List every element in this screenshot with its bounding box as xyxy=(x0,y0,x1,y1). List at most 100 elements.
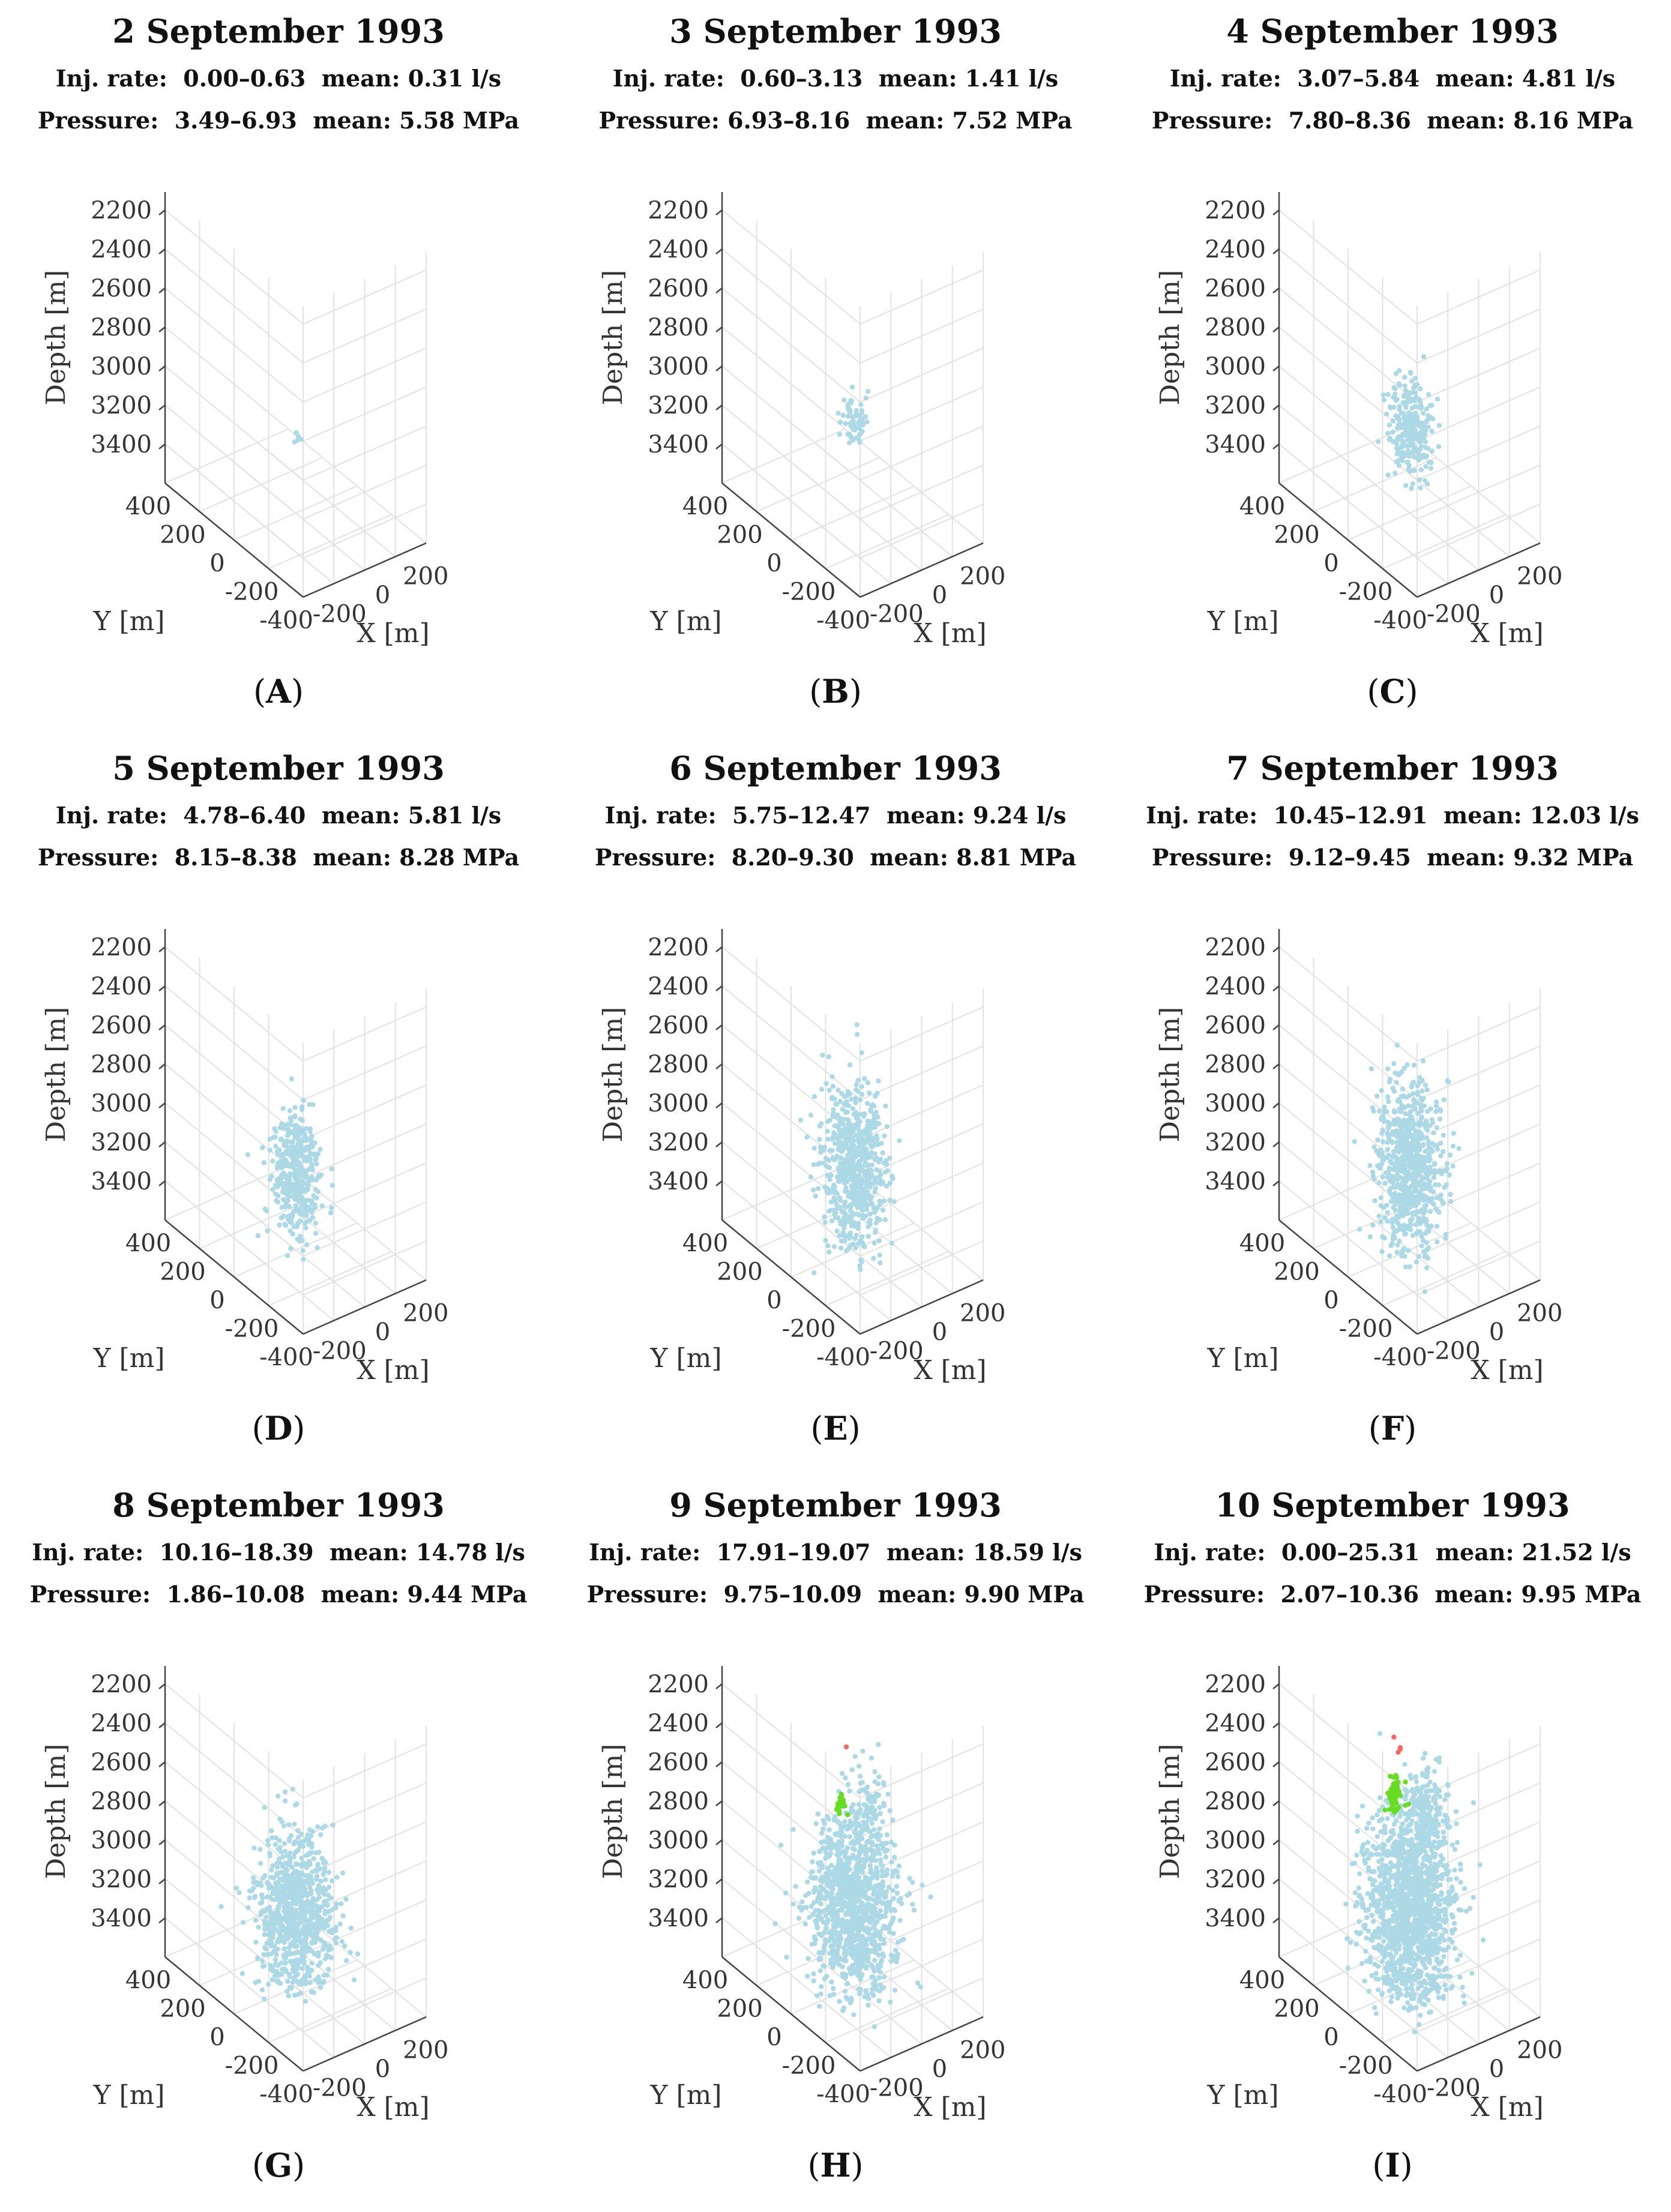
scatter-point xyxy=(278,1924,283,1929)
scatter-point xyxy=(304,1219,310,1225)
scatter-point xyxy=(878,1260,883,1266)
scatter-point xyxy=(292,1114,298,1120)
scatter-point xyxy=(262,1926,268,1932)
scatter-point xyxy=(1428,1185,1433,1190)
scatter-point xyxy=(1391,1204,1396,1210)
y-tick-label: 400 xyxy=(682,1967,728,1994)
scatter-point xyxy=(1412,390,1418,395)
scatter-point xyxy=(874,1167,879,1173)
scatter-point xyxy=(869,1871,875,1876)
scatter-point xyxy=(848,1129,854,1135)
scatter-point xyxy=(860,1092,865,1097)
scatter-point xyxy=(849,384,855,390)
scatter-point xyxy=(867,1195,872,1200)
scatter-point xyxy=(1421,1103,1427,1108)
panel-letter: (F) xyxy=(1368,1409,1417,1447)
scatter-point xyxy=(288,1212,294,1218)
scatter-point xyxy=(1405,1121,1410,1127)
scatter-point xyxy=(805,1879,810,1885)
scatter-point xyxy=(867,1936,873,1942)
scatter-point xyxy=(861,1826,867,1831)
scatter-point xyxy=(1365,1856,1371,1861)
scatter-point xyxy=(831,1198,836,1203)
scatter-point xyxy=(263,1208,269,1213)
panel-letter: (C) xyxy=(1367,672,1418,711)
scatter-point xyxy=(843,1744,849,1750)
scatter-point xyxy=(1434,1143,1440,1148)
scatter-point xyxy=(314,1897,319,1903)
scatter-point xyxy=(270,1968,275,1974)
scatter-points xyxy=(1343,1731,1486,2035)
scatter-point xyxy=(878,1908,884,1914)
scatter-points xyxy=(798,1022,902,1275)
scatter-point xyxy=(1423,445,1428,450)
scatter-point xyxy=(300,1916,306,1922)
scatter-point xyxy=(280,1863,286,1869)
scatter-point xyxy=(865,389,871,394)
scatter-point xyxy=(355,1951,361,1957)
scatter-point xyxy=(1352,1138,1357,1144)
scatter-point xyxy=(864,1965,869,1971)
scatter-point xyxy=(871,1827,877,1833)
y-axis-label: Y [m] xyxy=(1206,2080,1278,2111)
scatter-point xyxy=(853,1095,858,1101)
scatter-point xyxy=(799,1907,804,1913)
scatter-point xyxy=(877,1198,882,1204)
y-axis-label: Y [m] xyxy=(1206,606,1278,637)
scatter-point xyxy=(819,1895,824,1901)
scatter-point xyxy=(838,1222,844,1227)
scatter-point xyxy=(1391,404,1397,410)
panel-title: 3 September 1993 xyxy=(669,12,1002,50)
scatter-point xyxy=(299,1107,305,1113)
scatter-point xyxy=(1430,1149,1435,1154)
scatter-point xyxy=(866,1131,871,1137)
scatter-point xyxy=(1402,392,1407,398)
scatter-point xyxy=(865,1101,870,1106)
scatter-point xyxy=(278,1928,283,1934)
scatter-point xyxy=(864,1207,870,1212)
y-tick-label: 200 xyxy=(717,1995,762,2023)
scatter-point xyxy=(880,1819,885,1824)
scatter-point xyxy=(1378,1162,1383,1167)
scatter-point xyxy=(876,1882,882,1888)
panel-g: 8 September 1993 Inj. rate: 10.16–18.39 m… xyxy=(0,1474,557,2211)
scatter-point xyxy=(1419,1108,1424,1114)
panel-letter: (D) xyxy=(251,1409,306,1447)
scatter-point xyxy=(853,1191,858,1196)
scatter-point xyxy=(872,1779,878,1785)
scatter-point xyxy=(293,1921,299,1927)
scatter-point xyxy=(252,1895,257,1901)
scatter-point xyxy=(834,1228,840,1234)
z-tick-label: 2600 xyxy=(1205,1012,1266,1039)
scatter-point xyxy=(830,1933,836,1938)
panel-title: 8 September 1993 xyxy=(112,1486,445,1524)
scatter-point xyxy=(1408,397,1414,403)
y-tick-label: 0 xyxy=(209,2024,224,2051)
panel-title: 2 September 1993 xyxy=(112,12,445,50)
scatter-point xyxy=(286,1971,292,1977)
scatter-point xyxy=(1399,455,1404,461)
scatter-point xyxy=(326,1869,332,1875)
scatter-point xyxy=(281,1197,286,1203)
scatter-point xyxy=(257,1860,263,1866)
scatter-point xyxy=(301,1148,307,1153)
scatter-point xyxy=(1382,1180,1388,1186)
scatter-point xyxy=(1414,1150,1420,1155)
scatter-point xyxy=(1409,1104,1415,1109)
scatter-point xyxy=(831,1244,837,1249)
z-tick-label: 2600 xyxy=(648,1749,709,1776)
scatter-point xyxy=(843,1892,849,1898)
scatter-point xyxy=(1415,1092,1420,1097)
scatter-point xyxy=(1428,415,1433,420)
scatter-point xyxy=(309,1134,315,1139)
scatter-point xyxy=(1364,1826,1370,1831)
scatter-point xyxy=(839,1795,845,1801)
scatter-point xyxy=(1441,1132,1446,1138)
scatter-point xyxy=(860,1240,866,1246)
scatter-point xyxy=(283,1222,289,1228)
scatter3d-plot: 22002400260028003000320034004002000-200-… xyxy=(598,929,1005,1386)
scatter-point xyxy=(1376,439,1381,445)
scatter-point xyxy=(1406,1159,1412,1165)
scatter-point xyxy=(823,1889,828,1895)
scatter-point xyxy=(834,1942,839,1947)
